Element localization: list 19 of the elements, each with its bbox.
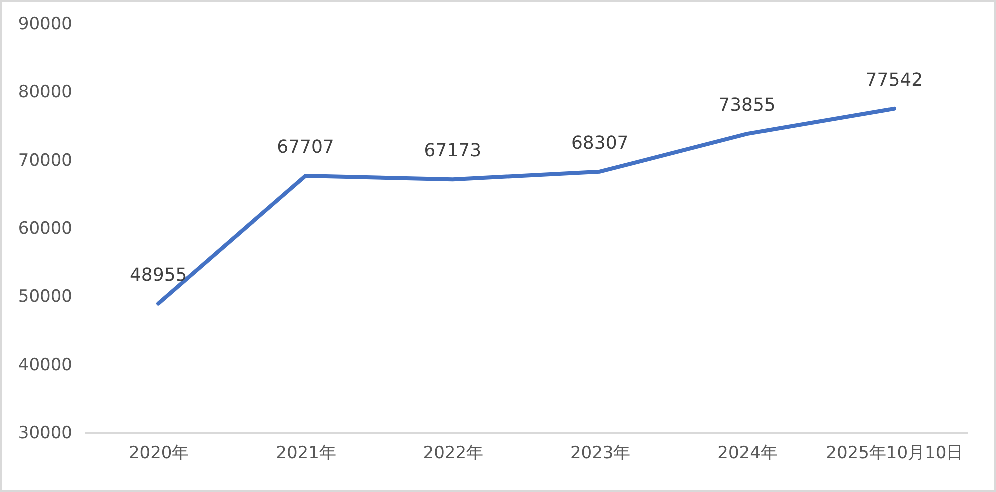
x-tick-label: 2025年10月10日 xyxy=(826,444,964,464)
data-label: 73855 xyxy=(718,95,776,116)
data-label: 48955 xyxy=(130,264,188,286)
data-label: 67707 xyxy=(277,136,334,158)
x-tick-label: 2021年 xyxy=(276,444,336,464)
y-tick-label: 30000 xyxy=(18,424,72,444)
y-tick-label: 90000 xyxy=(18,14,72,34)
y-tick-label: 60000 xyxy=(18,219,72,239)
y-tick-label: 40000 xyxy=(18,355,72,376)
x-tick-label: 2024年 xyxy=(718,444,778,464)
data-label: 68307 xyxy=(571,132,629,154)
y-tick-label: 70000 xyxy=(18,150,72,171)
y-tick-label: 80000 xyxy=(18,82,72,103)
x-tick-label: 2023年 xyxy=(570,444,631,464)
x-tick-label: 2020年 xyxy=(128,444,190,464)
data-label: 67173 xyxy=(424,140,482,162)
x-tick-label: 2022年 xyxy=(423,444,484,464)
data-label: 77542 xyxy=(866,70,924,91)
y-tick-label: 50000 xyxy=(18,287,72,308)
